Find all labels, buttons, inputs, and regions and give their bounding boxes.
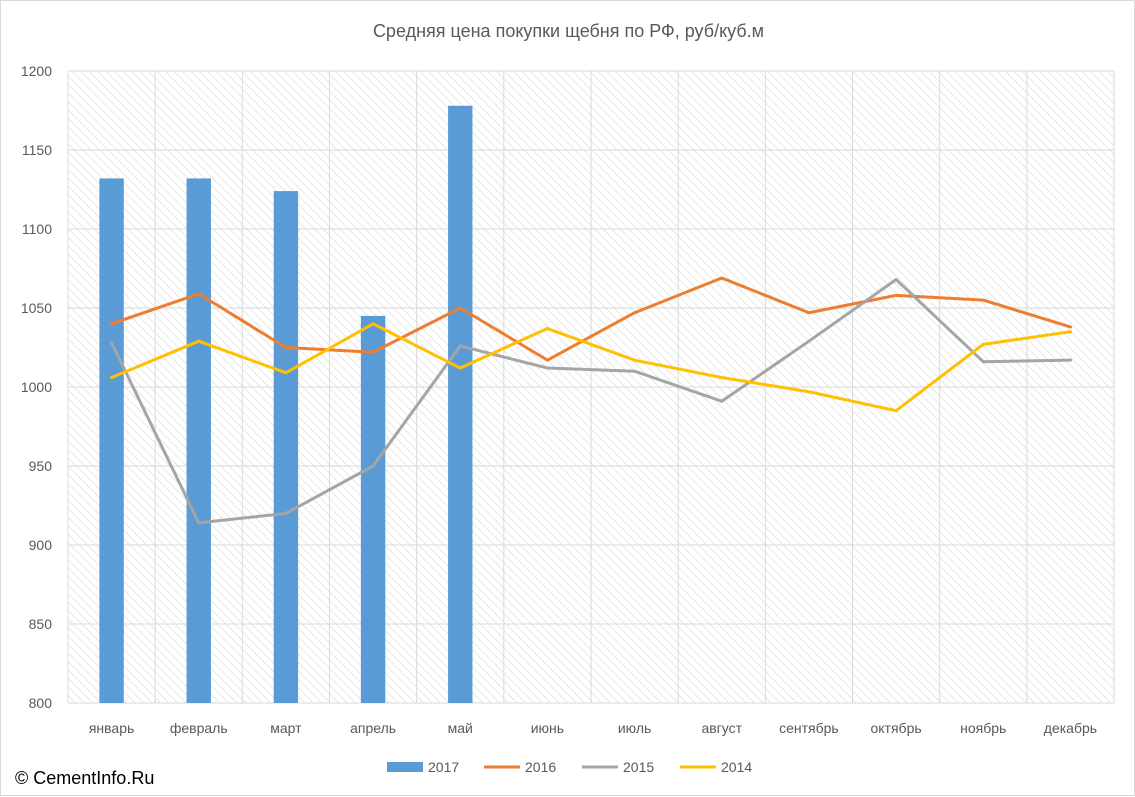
point-2016: [371, 350, 375, 354]
legend: 2017 2016 2015 2014: [387, 759, 752, 775]
legend-label-2014: 2014: [721, 759, 752, 775]
point-2015: [197, 521, 201, 525]
point-2014: [458, 366, 462, 370]
point-2014: [371, 322, 375, 326]
legend-label-2017: 2017: [428, 759, 459, 775]
axis-layer: 800 850 900 950 1000 1050 1100 1150 1200 январь фе…: [21, 63, 1097, 736]
y-tick-label: 900: [29, 537, 53, 553]
point-2016: [807, 311, 811, 315]
point-2016: [545, 358, 549, 362]
legend-swatch-2017: [387, 762, 423, 772]
x-tick-label: май: [448, 720, 473, 736]
y-tick-label: 1000: [21, 379, 52, 395]
point-2014: [197, 339, 201, 343]
line-layer: [110, 276, 1072, 525]
bar-2017: [360, 315, 386, 703]
point-2015: [371, 464, 375, 468]
x-tick-label: октябрь: [870, 720, 921, 736]
point-2016: [894, 293, 898, 297]
bar-2017: [273, 191, 299, 703]
bar-2017: [186, 178, 211, 703]
point-2016: [981, 298, 985, 302]
point-2014: [981, 342, 985, 346]
x-tick-label: апрель: [350, 720, 396, 736]
x-tick-label: февраль: [170, 720, 228, 736]
grid-layer: [67, 70, 1115, 704]
legend-label-2016: 2016: [525, 759, 556, 775]
point-2015: [1068, 358, 1072, 362]
x-tick-label: июнь: [531, 720, 564, 736]
x-tick-label: январь: [89, 720, 134, 736]
y-tick-label: 1200: [21, 63, 52, 79]
point-2014: [894, 409, 898, 413]
point-2015: [545, 366, 549, 370]
watermark: © CementInfo.Ru: [15, 768, 155, 788]
point-2016: [633, 311, 637, 315]
x-tick-label: август: [701, 720, 742, 736]
point-2015: [633, 369, 637, 373]
point-2015: [458, 344, 462, 348]
point-2016: [720, 276, 724, 280]
y-tick-label: 1050: [21, 300, 52, 316]
y-tick-label: 950: [29, 458, 53, 474]
point-2014: [807, 390, 811, 394]
x-tick-label: июль: [618, 720, 651, 736]
point-2015: [894, 278, 898, 282]
x-tick-label: сентябрь: [779, 720, 839, 736]
point-2016: [110, 322, 114, 326]
series-line-2015: [110, 278, 1072, 525]
point-2016: [284, 346, 288, 349]
y-tick-label: 1100: [22, 221, 52, 237]
bar-layer: [99, 105, 473, 703]
point-2014: [110, 376, 114, 380]
point-2015: [720, 399, 724, 403]
point-2014: [633, 358, 637, 362]
point-2015: [807, 339, 811, 343]
point-2016: [197, 292, 201, 296]
point-2015: [110, 341, 114, 345]
legend-label-2015: 2015: [623, 759, 654, 775]
series-line-2016: [110, 276, 1072, 362]
point-2014: [720, 376, 724, 380]
chart-title: Средняя цена покупки щебня по РФ, руб/ку…: [372, 21, 765, 41]
x-tick-label: март: [270, 720, 302, 736]
y-tick-label: 800: [29, 695, 53, 711]
point-2014: [545, 327, 549, 331]
point-2015: [284, 511, 288, 515]
series-line-2014: [110, 322, 1072, 413]
point-2016: [1068, 325, 1072, 329]
point-2014: [284, 371, 288, 375]
point-2015: [981, 360, 985, 364]
y-tick-label: 1150: [22, 142, 52, 158]
point-2014: [1068, 330, 1072, 334]
point-2016: [458, 306, 462, 310]
y-tick-label: 850: [29, 616, 53, 632]
x-tick-label: ноябрь: [960, 720, 1006, 736]
x-tick-label: декабрь: [1044, 720, 1097, 736]
bar-2017: [99, 178, 124, 703]
bar-2017: [448, 105, 473, 703]
